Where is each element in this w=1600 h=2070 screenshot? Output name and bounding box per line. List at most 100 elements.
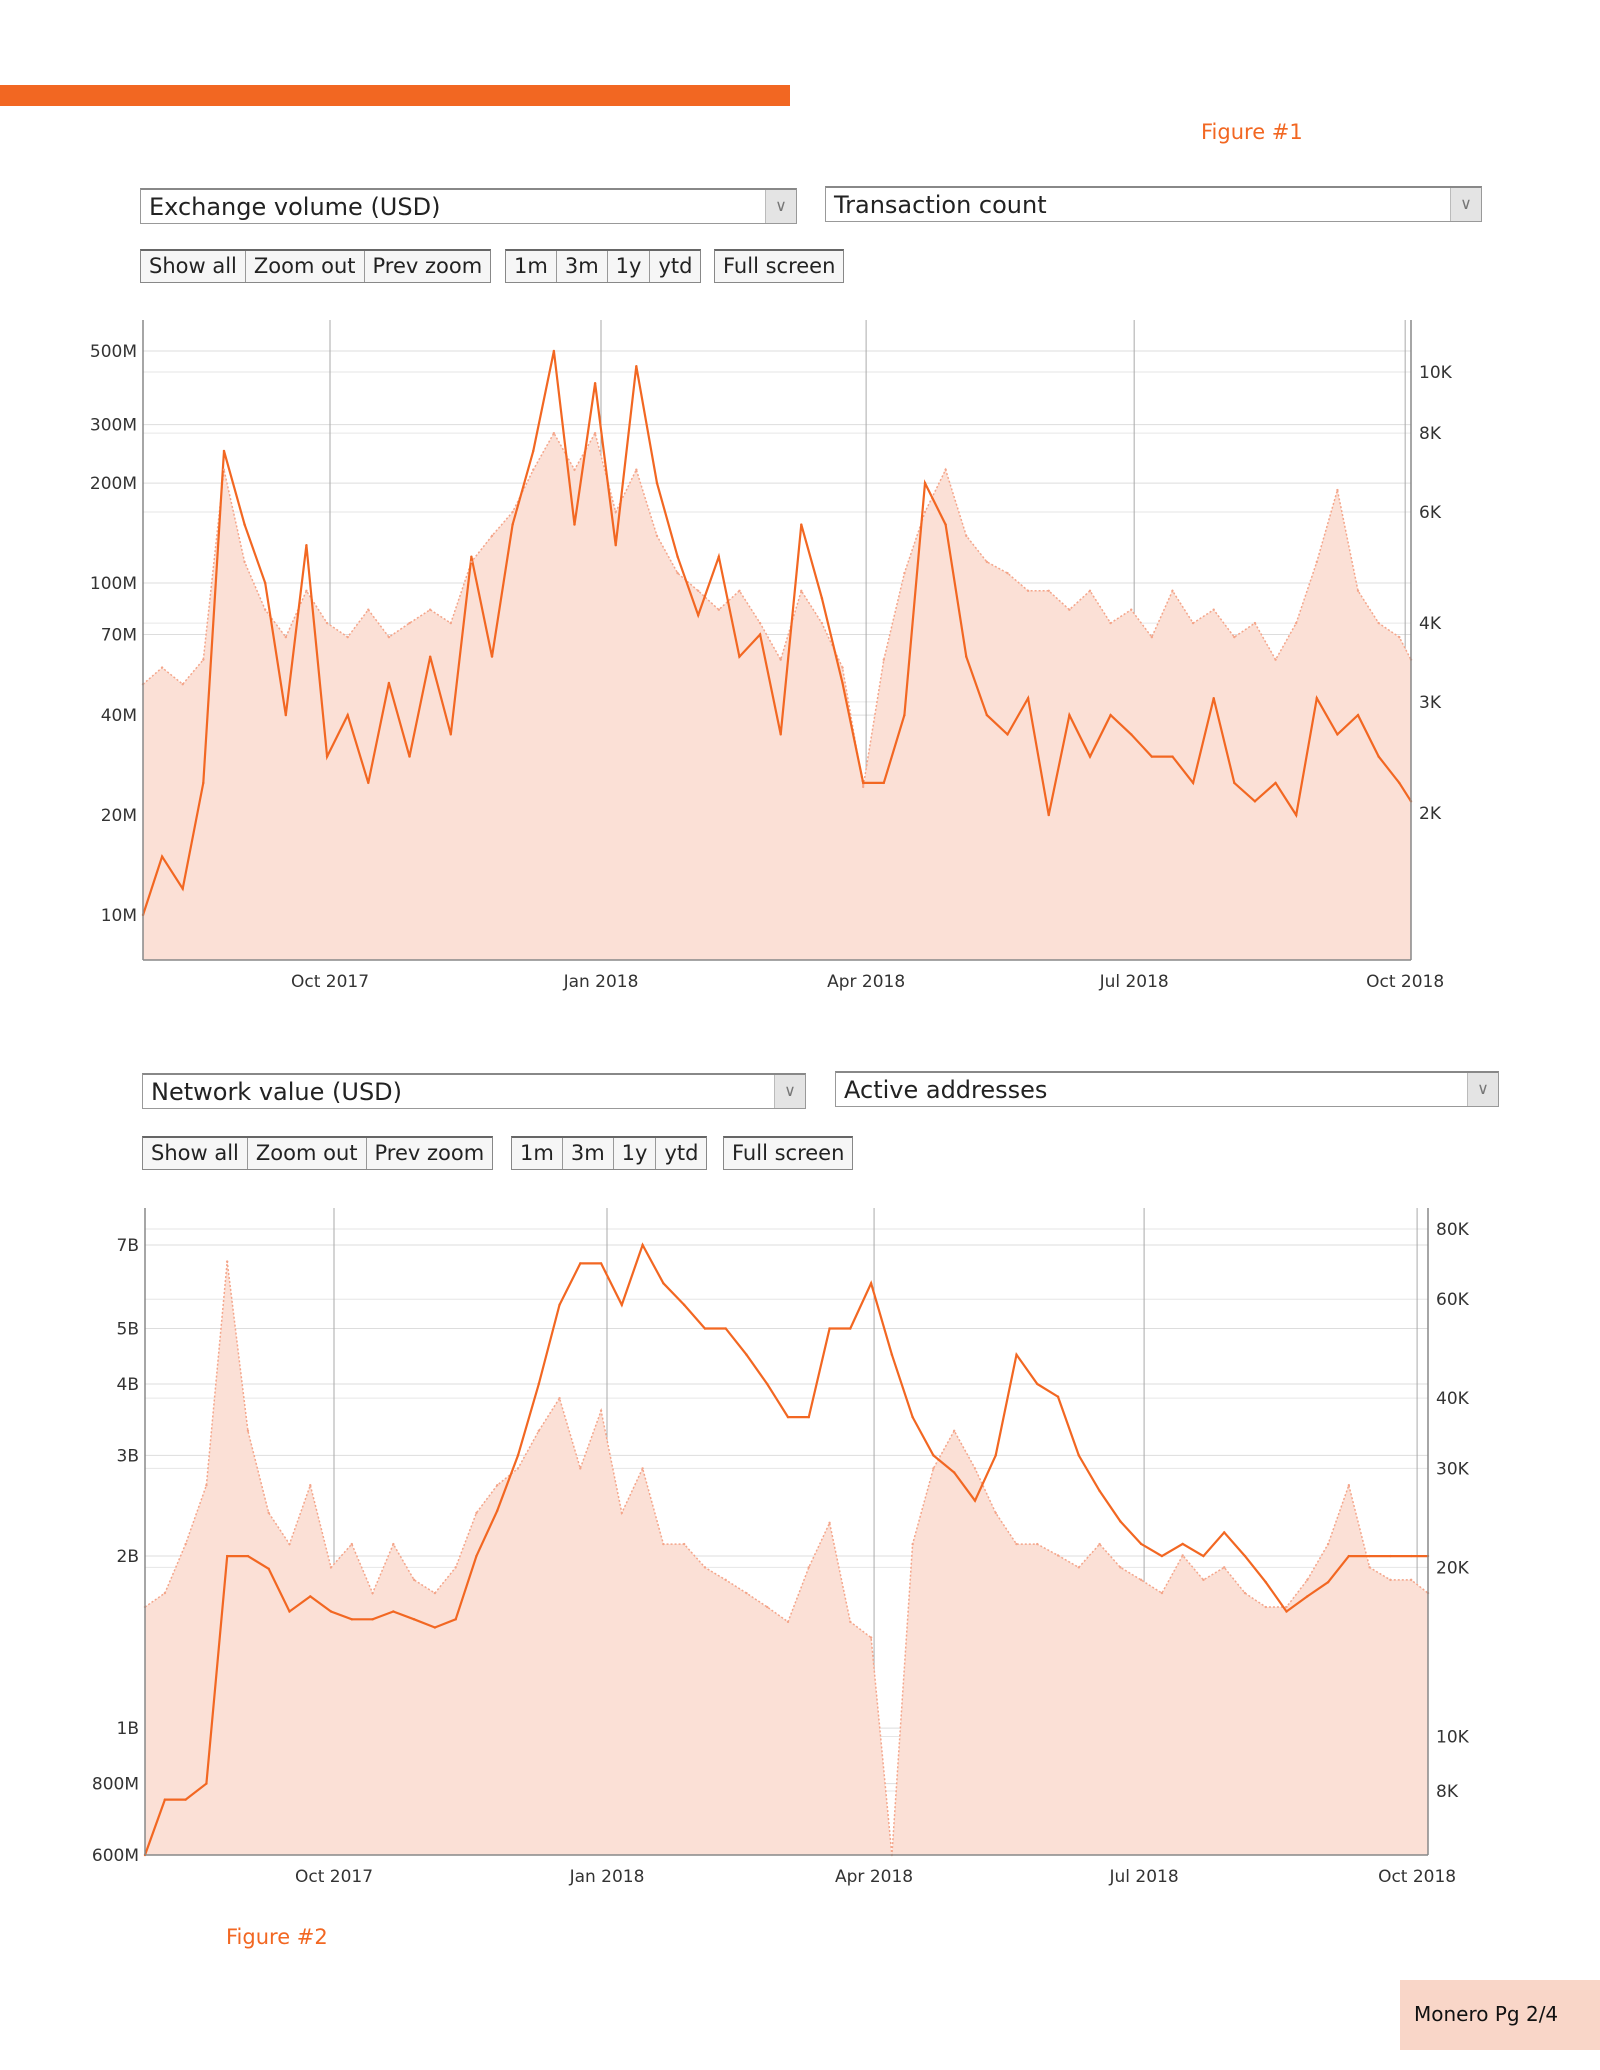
zoom-out-button[interactable]: Zoom out (246, 1138, 366, 1169)
range-1y-button[interactable]: 1y (606, 251, 650, 282)
data-point (807, 1566, 810, 1569)
chevron-down-icon[interactable]: ∨ (765, 190, 796, 223)
data-point (1274, 658, 1277, 661)
data-point (428, 655, 432, 658)
series-line-transaction-count (142, 431, 1412, 788)
data-point (163, 1798, 167, 1801)
right-axis-tick-label: 2K (1419, 804, 1442, 824)
data-point (655, 534, 659, 538)
data-point (717, 608, 721, 611)
data-point (662, 1282, 665, 1285)
show-all-button[interactable]: Show all (151, 1141, 239, 1165)
data-point (1368, 1566, 1371, 1569)
data-point (267, 1511, 270, 1515)
range-3m-button[interactable]: 3m (561, 1138, 613, 1169)
range-3m-button[interactable]: 3m (555, 251, 607, 282)
data-point (724, 1578, 727, 1582)
left-metric-select[interactable]: Exchange volume (USD) ∨ (140, 188, 797, 224)
chevron-down-icon[interactable]: ∨ (1467, 1073, 1498, 1106)
data-point (511, 523, 514, 526)
left-metric-select[interactable]: Network value (USD) ∨ (142, 1073, 806, 1109)
range-ytd-button[interactable]: ytd (655, 1138, 706, 1169)
data-point (641, 1467, 644, 1470)
full-screen-button[interactable]: Full screen (732, 1141, 845, 1165)
data-point (243, 560, 246, 564)
fullscreen-button-group: Full screen (723, 1136, 854, 1170)
data-point (1409, 1578, 1413, 1582)
data-point (511, 510, 514, 514)
chevron-down-icon[interactable]: ∨ (774, 1075, 805, 1108)
right-axis-tick-label: 30K (1436, 1459, 1470, 1479)
data-point (849, 1620, 852, 1624)
data-point (537, 1429, 540, 1432)
data-point (1398, 635, 1401, 639)
data-point (1047, 589, 1050, 592)
data-point (454, 1566, 457, 1569)
data-point (367, 781, 370, 785)
show-all-button[interactable]: Show all (149, 254, 237, 278)
right-axis-tick-label: 80K (1436, 1220, 1470, 1240)
data-point (329, 1566, 333, 1569)
data-point (779, 658, 782, 661)
left-axis-tick-label: 3B (117, 1446, 139, 1466)
data-point (1212, 696, 1215, 700)
data-point (1077, 1454, 1081, 1457)
chevron-down-icon[interactable]: ∨ (1450, 188, 1481, 221)
data-point (662, 1542, 665, 1546)
data-point (1306, 1595, 1309, 1598)
data-point (454, 1618, 457, 1621)
data-point (263, 608, 267, 611)
page-number: Monero Pg 2/4 (1414, 2002, 1559, 2026)
data-point (1098, 1542, 1101, 1546)
data-point (1253, 800, 1257, 803)
data-point (655, 481, 659, 485)
data-point (1068, 713, 1071, 717)
data-point (305, 589, 308, 592)
figure-1-label: Figure #1 (1201, 120, 1303, 144)
data-point (1326, 1581, 1330, 1584)
range-1y-button[interactable]: 1y (612, 1138, 656, 1169)
right-metric-select[interactable]: Transaction count ∨ (825, 186, 1482, 222)
range-1m-button[interactable]: 1m (520, 1141, 554, 1165)
data-point (1264, 1605, 1267, 1609)
range-1m-button[interactable]: 1m (514, 254, 548, 278)
chart-exchange-volume-transaction-count[interactable]: 500M 300M 200M 100M 70M 40M 20M 10M 10K 8K 6K 4K 3K 2… (0, 300, 1600, 1020)
data-point (490, 534, 494, 538)
data-point (1326, 1542, 1330, 1546)
data-point (738, 589, 741, 592)
data-point (205, 1782, 208, 1785)
data-point (944, 468, 947, 471)
data-point (745, 1353, 748, 1356)
data-point (717, 555, 721, 558)
data-point (635, 364, 638, 368)
data-point (181, 683, 184, 686)
data-point (1006, 571, 1009, 575)
data-point (1389, 1578, 1392, 1582)
left-axis-tick-label: 300M (90, 416, 137, 436)
zoom-out-button[interactable]: Zoom out (244, 251, 364, 282)
data-point (1109, 713, 1112, 717)
data-point (1377, 755, 1380, 758)
data-point (243, 523, 246, 526)
series-area-transaction-count (143, 433, 1411, 961)
data-point (758, 633, 762, 636)
data-point (309, 1484, 312, 1487)
prev-zoom-button[interactable]: Prev zoom (365, 1138, 493, 1169)
data-point (593, 381, 597, 385)
data-point (1026, 696, 1030, 700)
data-point (573, 468, 576, 471)
prev-zoom-button[interactable]: Prev zoom (363, 251, 491, 282)
data-point (828, 1521, 831, 1525)
right-metric-select[interactable]: Active addresses ∨ (835, 1071, 1499, 1107)
zoom-button-group: Show all Zoom out Prev zoom (142, 1136, 494, 1170)
data-point (779, 733, 782, 736)
full-screen-button[interactable]: Full screen (723, 254, 836, 278)
data-point (490, 655, 494, 658)
x-axis-tick-label: Apr 2018 (827, 972, 905, 992)
chart-network-value-active-addresses[interactable]: 7B 5B 4B 3B 2B 1B 800M 600M 80K 60K 40K 30K 20K 10K 8K… (0, 1190, 1600, 1910)
data-point (558, 1396, 561, 1400)
data-point (745, 1591, 748, 1595)
data-point (973, 1499, 977, 1502)
range-ytd-button[interactable]: ytd (649, 251, 700, 282)
data-point (890, 1353, 894, 1356)
